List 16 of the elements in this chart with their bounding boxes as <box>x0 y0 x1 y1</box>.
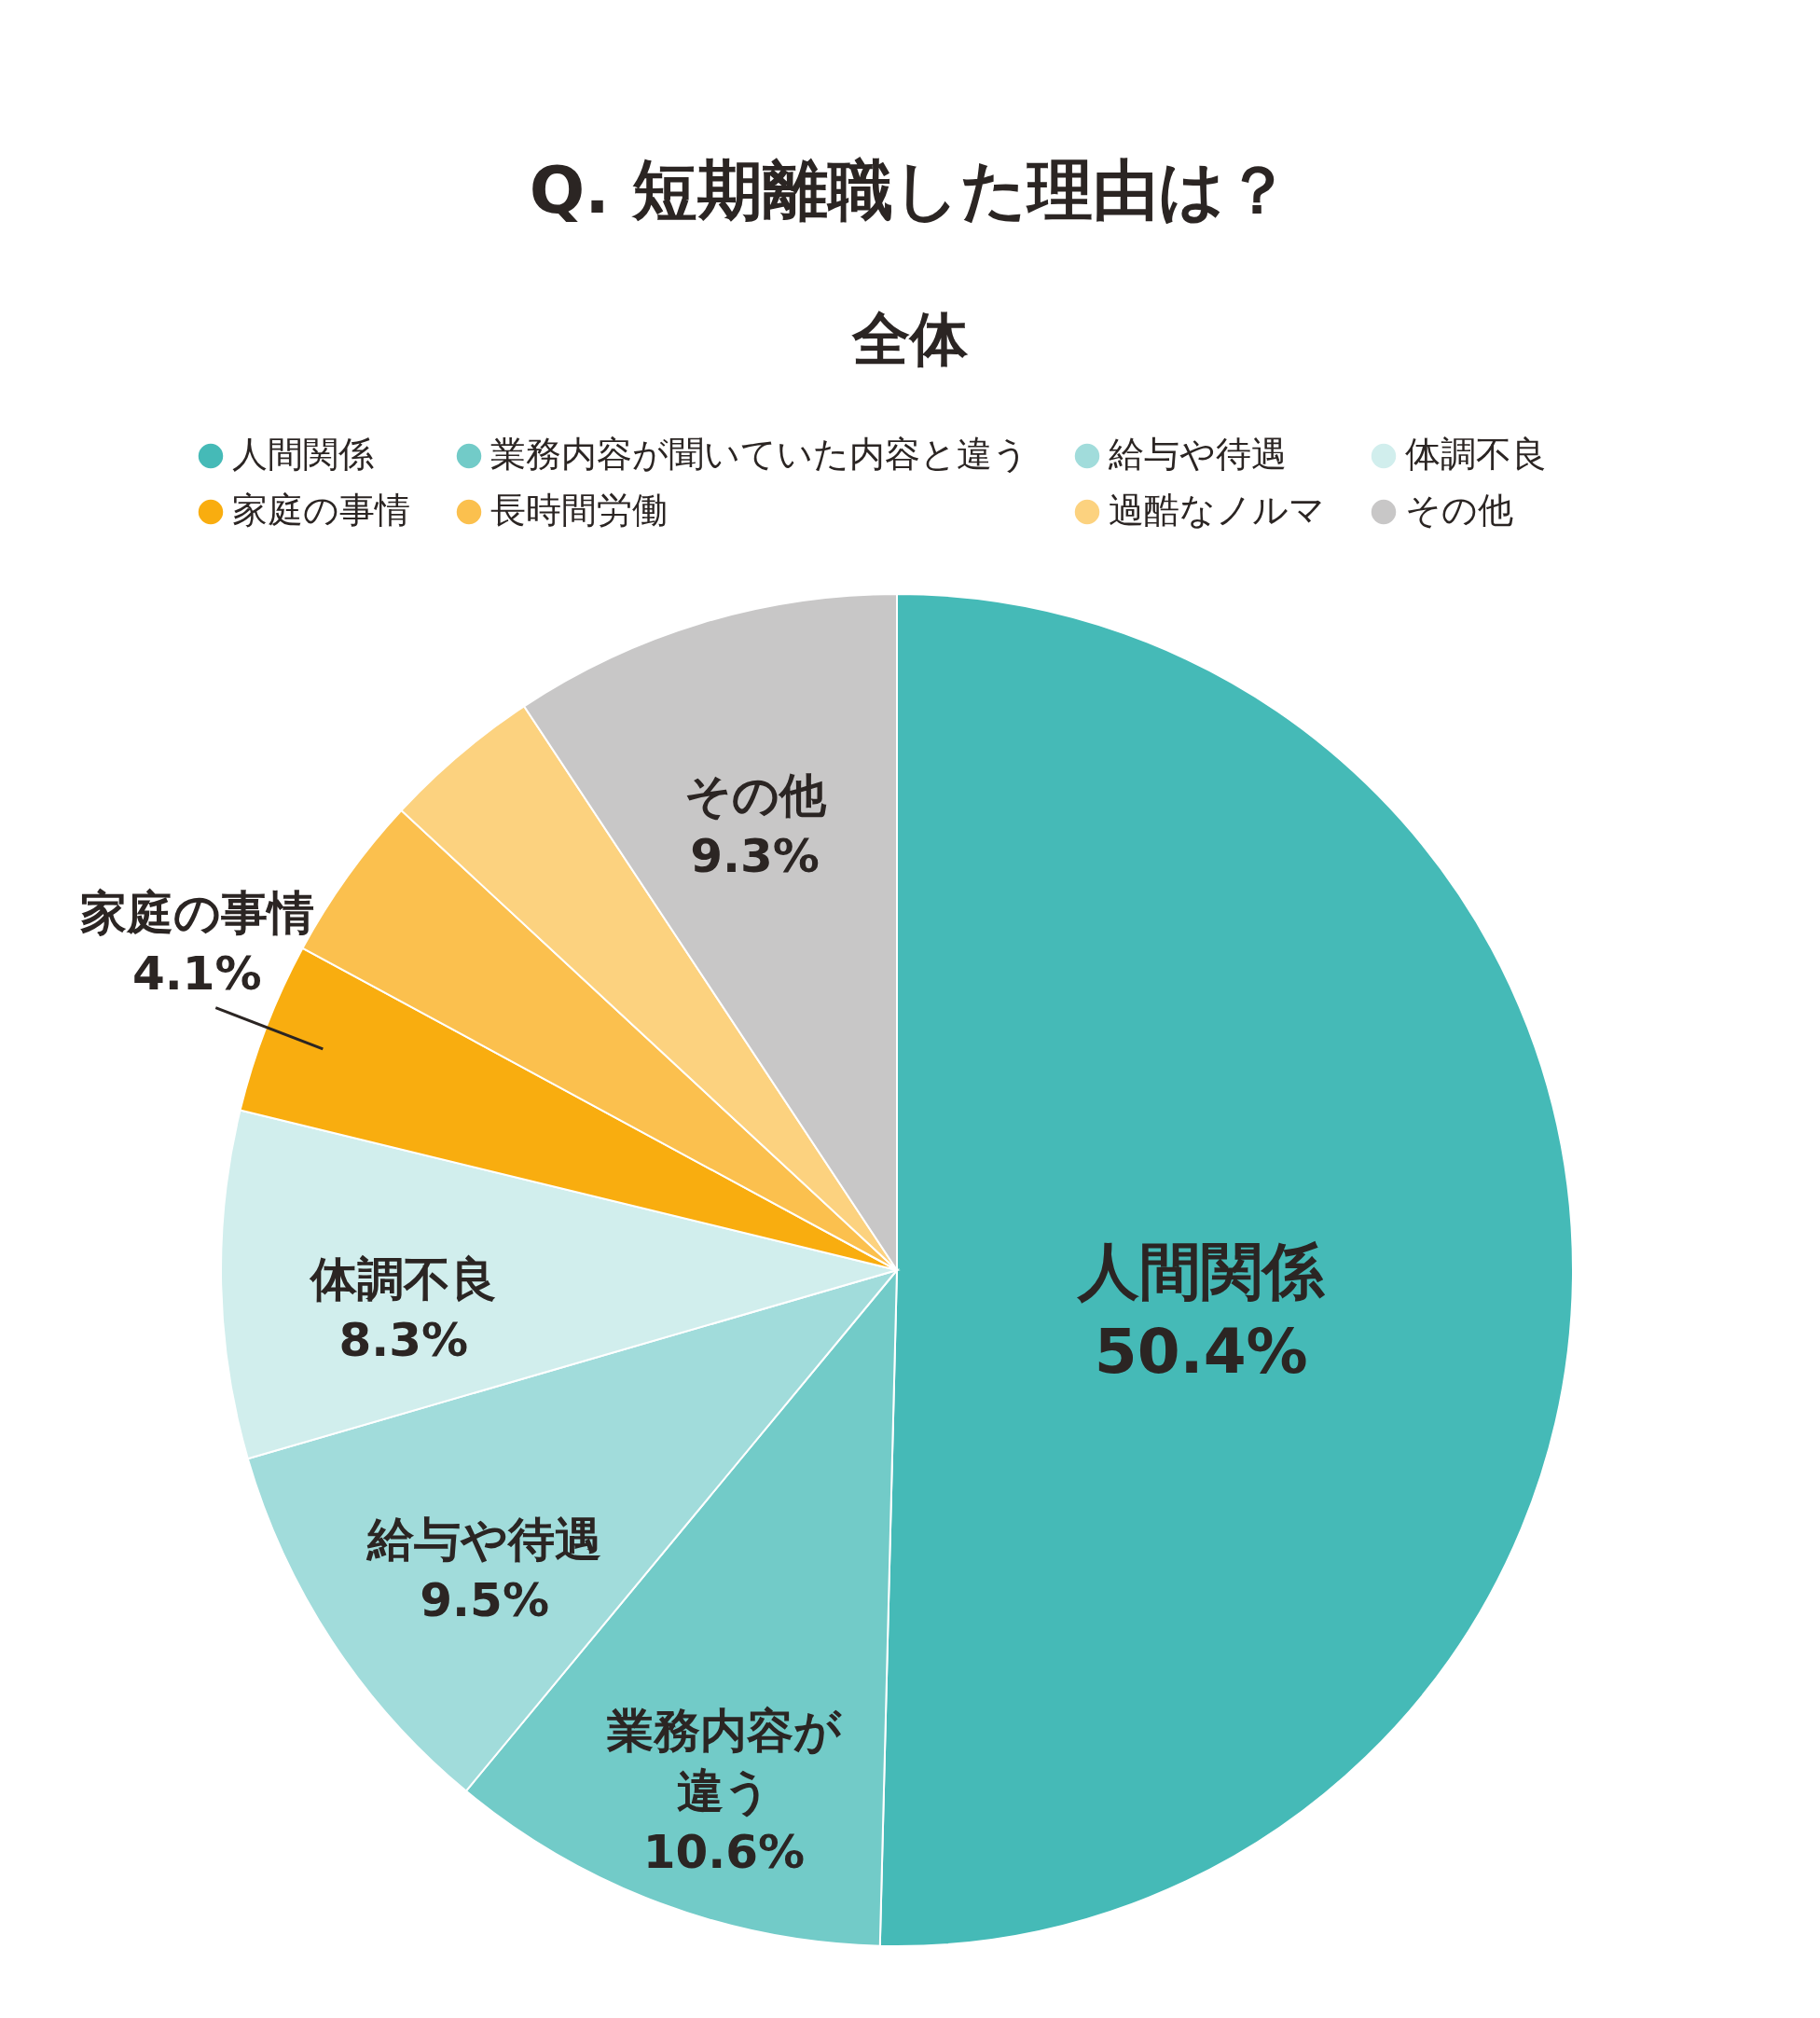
legend-label: 過酷なノルマ <box>1109 490 1325 531</box>
legend-label: 給与や待遇 <box>1108 434 1287 475</box>
legend-label: 家庭の事情 <box>232 490 410 531</box>
data-label: 体調不良 8.3% <box>308 1251 497 1367</box>
data-label: 給与や待遇 9.5% <box>365 1512 602 1627</box>
legend-label: 体調不良 <box>1405 434 1547 475</box>
data-label: その他 9.3% <box>683 768 827 884</box>
legend-label: 長時間労働 <box>490 490 668 531</box>
data-label: 人間関係 50.4% <box>1076 1236 1327 1389</box>
legend-label: その他 <box>1405 490 1513 531</box>
legend-label: 業務内容が聞いていた内容と違う <box>490 434 1028 475</box>
chart-subtitle: 全体 <box>851 305 969 373</box>
data-label: 業務内容が違う 10.6% <box>605 1703 842 1879</box>
chart-title: Q. 短期離職した理由は？ <box>529 152 1291 228</box>
legend-label: 人間関係 <box>232 434 374 475</box>
data-label: 家庭の事情 4.1% <box>79 885 314 1001</box>
